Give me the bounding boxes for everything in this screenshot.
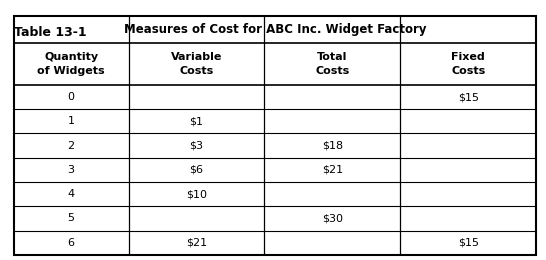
Text: 1: 1 (68, 116, 75, 126)
Text: Costs: Costs (180, 66, 213, 76)
Text: Measures of Cost for ABC Inc. Widget Factory: Measures of Cost for ABC Inc. Widget Fac… (123, 23, 426, 36)
Text: Costs: Costs (315, 66, 349, 76)
Text: $1: $1 (189, 116, 204, 126)
Text: $30: $30 (322, 213, 343, 223)
Text: Fixed: Fixed (452, 52, 485, 62)
Text: $10: $10 (186, 189, 207, 199)
Text: 5: 5 (68, 213, 75, 223)
Text: $15: $15 (458, 238, 479, 248)
Text: 6: 6 (68, 238, 75, 248)
Text: Quantity: Quantity (44, 52, 98, 62)
Text: $3: $3 (189, 141, 204, 151)
Text: $18: $18 (322, 141, 343, 151)
Text: $6: $6 (189, 165, 204, 175)
Text: of Widgets: of Widgets (37, 66, 105, 76)
Text: Table 13-1: Table 13-1 (14, 26, 86, 39)
Text: 0: 0 (68, 92, 75, 102)
Text: Total: Total (317, 52, 348, 62)
Text: 4: 4 (68, 189, 75, 199)
Text: $21: $21 (322, 165, 343, 175)
Text: 2: 2 (68, 141, 75, 151)
Text: $15: $15 (458, 92, 479, 102)
Text: Costs: Costs (451, 66, 485, 76)
Text: 3: 3 (68, 165, 75, 175)
Text: Variable: Variable (171, 52, 222, 62)
Text: $21: $21 (186, 238, 207, 248)
